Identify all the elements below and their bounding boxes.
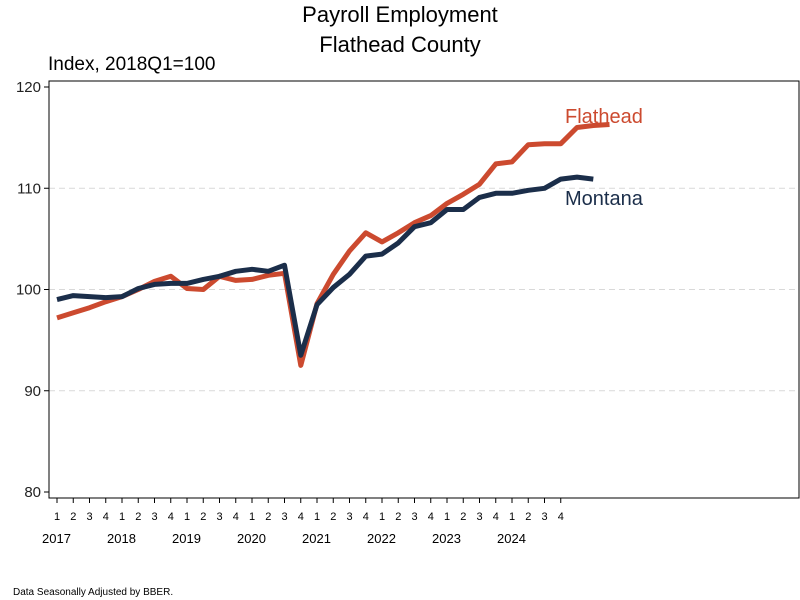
x-tick-label-year: 2019 xyxy=(172,531,201,546)
footnote: Data Seasonally Adjusted by BBER. xyxy=(13,587,173,598)
x-tick-label-quarter: 3 xyxy=(151,511,157,523)
x-tick-label-year: 2020 xyxy=(237,531,266,546)
x-tick-label-quarter: 1 xyxy=(444,511,450,523)
y-tick-label: 90 xyxy=(24,383,41,400)
x-tick-label-quarter: 2 xyxy=(330,511,336,523)
x-tick-label-quarter: 2 xyxy=(135,511,141,523)
x-tick-label-quarter: 1 xyxy=(509,511,515,523)
x-tick-label-quarter: 2 xyxy=(70,511,76,523)
x-tick-label-quarter: 1 xyxy=(119,511,125,523)
x-tick-label-year: 2023 xyxy=(432,531,461,546)
x-tick-label-quarter: 1 xyxy=(249,511,255,523)
series-lines xyxy=(56,122,610,368)
x-tick-label-quarter: 2 xyxy=(525,511,531,523)
x-tick-label-quarter: 1 xyxy=(379,511,385,523)
x-tick-label-year: 2021 xyxy=(302,531,331,546)
x-tick-label-quarter: 2 xyxy=(200,511,206,523)
x-tick-label-year: 2017 xyxy=(42,531,71,546)
x-tick-label-quarter: 3 xyxy=(476,511,482,523)
x-tick-label-quarter: 3 xyxy=(281,511,287,523)
series-label-flathead: Flathead xyxy=(565,106,643,128)
x-tick-label-quarter: 2 xyxy=(265,511,271,523)
x-tick-label-quarter: 4 xyxy=(168,511,174,523)
x-tick-label-quarter: 3 xyxy=(541,511,547,523)
x-tick-label-quarter: 4 xyxy=(493,511,499,523)
x-tick-label-quarter: 1 xyxy=(54,511,60,523)
chart-title-line-2: Flathead County xyxy=(319,32,480,57)
y-tick-label: 80 xyxy=(24,484,41,501)
x-tick-label-year: 2024 xyxy=(497,531,526,546)
x-tick-label-quarter: 4 xyxy=(233,511,239,523)
gridlines xyxy=(49,187,799,392)
x-tick-label-quarter: 3 xyxy=(346,511,352,523)
x-tick-label-quarter: 3 xyxy=(216,511,222,523)
series-line-flathead xyxy=(56,122,610,368)
y-tick-label: 100 xyxy=(16,282,41,299)
x-tick-label-quarter: 4 xyxy=(298,511,304,523)
x-tick-label-quarter: 3 xyxy=(86,511,92,523)
y-axis-label: Index, 2018Q1=100 xyxy=(48,54,215,75)
x-tick-label-year: 2018 xyxy=(107,531,136,546)
x-tick-label-quarter: 1 xyxy=(314,511,320,523)
x-tick-label-quarter: 4 xyxy=(558,511,564,523)
y-axis: 80 90 100 110 120 xyxy=(16,79,49,501)
x-tick-label-quarter: 1 xyxy=(184,511,190,523)
x-tick-label-quarter: 4 xyxy=(103,511,109,523)
x-tick-label-quarter: 4 xyxy=(363,511,369,523)
x-tick-label-quarter: 3 xyxy=(411,511,417,523)
x-tick-label-year: 2022 xyxy=(367,531,396,546)
series-line-montana xyxy=(56,174,594,358)
y-tick-label: 120 xyxy=(16,79,41,96)
y-tick-label: 110 xyxy=(17,180,41,197)
x-tick-label-quarter: 2 xyxy=(460,511,466,523)
chart-title-line-1: Payroll Employment xyxy=(302,2,498,27)
x-tick-label-quarter: 4 xyxy=(428,511,434,523)
series-label-montana: Montana xyxy=(565,188,644,210)
x-tick-label-quarter: 2 xyxy=(395,511,401,523)
